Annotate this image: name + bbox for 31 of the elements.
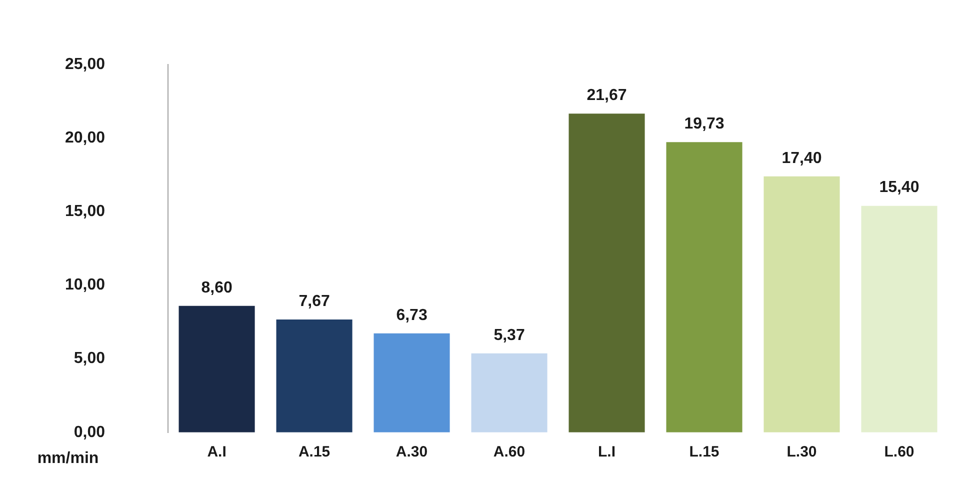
bar [568,114,645,432]
y-tick-label: 10,00 [64,276,106,294]
y-tick-label: 0,00 [74,424,106,441]
x-tick-label: L.60 [884,444,914,461]
data-label: 17,40 [782,150,822,167]
x-tick-label: A.15 [298,444,330,461]
x-tick-label: A.I [207,444,226,461]
x-tick-label: A.30 [396,444,428,461]
x-tick-label: L.I [598,444,616,461]
bar [374,333,450,432]
y-tick-label: 25,00 [64,56,106,74]
bar [666,142,742,432]
x-tick-label: L.15 [689,444,720,461]
y-tick-label: 15,00 [64,203,106,220]
y-tick-label: 5,00 [74,350,106,368]
data-label: 5,37 [494,326,525,344]
bar [861,206,938,432]
data-label: 8,60 [201,279,232,296]
bar [178,306,255,432]
data-label: 7,67 [298,292,330,310]
data-label: 19,73 [684,116,724,133]
bar [471,353,548,432]
bar [764,176,840,432]
y-tick-label: 20,00 [64,130,106,147]
data-label: 6,73 [396,306,428,324]
bar [276,320,352,432]
y-axis-title: mm/min [37,450,99,467]
data-label: 21,67 [586,86,627,104]
x-tick-label: A.60 [493,444,526,461]
data-label: 15,40 [879,179,920,196]
x-tick-label: L.30 [786,444,817,461]
